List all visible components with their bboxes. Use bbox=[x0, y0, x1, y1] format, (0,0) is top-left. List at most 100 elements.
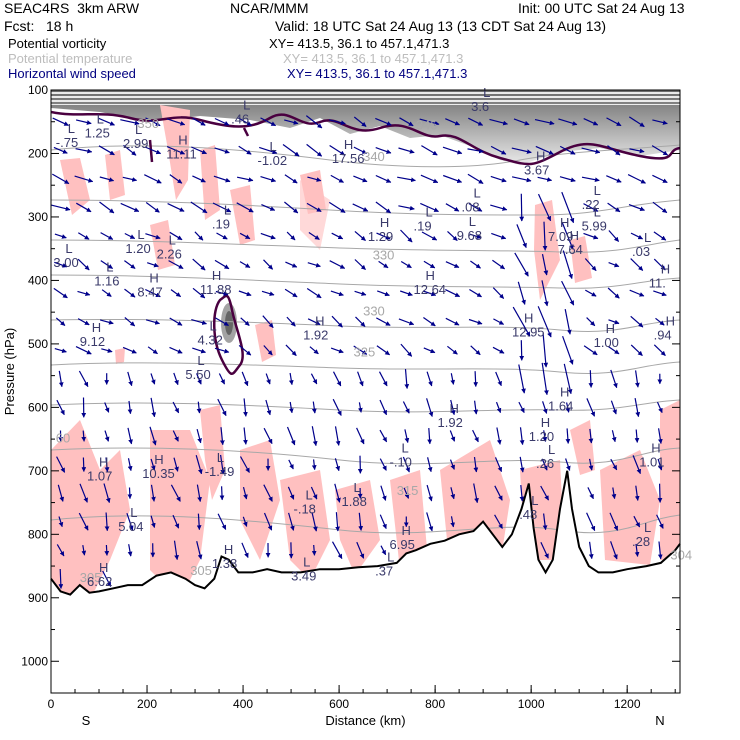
wind-arrow bbox=[400, 260, 412, 269]
forecast-hour: Fcst: 18 h bbox=[4, 18, 74, 34]
wind-arrow bbox=[420, 174, 439, 184]
wind-arrow bbox=[561, 222, 574, 250]
wind-arrow bbox=[127, 487, 133, 500]
wind-arrow bbox=[104, 457, 110, 473]
wind-arrow bbox=[353, 146, 367, 155]
wind-arrow bbox=[54, 348, 67, 354]
wind-arrow bbox=[402, 456, 410, 473]
extremum-type: L bbox=[387, 550, 394, 565]
wind-arrow bbox=[57, 484, 65, 502]
extremum-value: .94 bbox=[654, 328, 672, 343]
wind-arrow bbox=[445, 261, 460, 268]
wind-arrow bbox=[586, 398, 596, 417]
wind-arrow bbox=[196, 373, 202, 385]
init-time: Init: 00 UTC Sat 24 Aug 13 bbox=[518, 0, 685, 16]
wind-arrow bbox=[242, 516, 248, 527]
wind-arrow bbox=[192, 117, 206, 126]
extremum-type: L bbox=[217, 450, 224, 465]
wind-arrow bbox=[196, 541, 203, 560]
wind-arrow bbox=[403, 487, 410, 499]
wind-arrow bbox=[240, 317, 250, 326]
wind-arrow bbox=[145, 319, 160, 325]
wind-arrow bbox=[306, 287, 322, 299]
wind-arrow bbox=[634, 485, 640, 501]
wind-arrow bbox=[166, 118, 186, 126]
wind-arrow bbox=[656, 514, 664, 529]
extremum-type: H bbox=[536, 149, 545, 164]
terrain-fill bbox=[51, 470, 680, 693]
wind-arrow bbox=[261, 290, 275, 296]
wind-arrow bbox=[104, 430, 110, 442]
wind-arrow bbox=[354, 290, 367, 296]
wind-arrow bbox=[537, 176, 553, 182]
theta-label: 60 bbox=[56, 430, 70, 445]
wind-arrow bbox=[490, 204, 508, 211]
wind-arrow bbox=[606, 175, 622, 183]
wind-arrow bbox=[288, 372, 294, 386]
wind-arrow bbox=[168, 260, 184, 270]
pv-high-shading bbox=[51, 90, 680, 343]
wind-arrow bbox=[473, 483, 479, 504]
extremum-value: 1.07 bbox=[87, 469, 112, 484]
wind-arrow bbox=[215, 290, 229, 296]
extremum-type: H bbox=[402, 523, 411, 538]
extremum-value: 5.04 bbox=[118, 519, 143, 534]
y-tick-label: 1000 bbox=[21, 654, 48, 668]
extremum-value: 8.47 bbox=[137, 284, 162, 299]
wind-arrow bbox=[331, 315, 343, 328]
extremum-value: 10.35 bbox=[142, 466, 175, 481]
wind-arrow bbox=[423, 260, 436, 269]
wind-arrow bbox=[75, 119, 92, 125]
wind-arrow bbox=[652, 201, 668, 214]
wind-arrow bbox=[215, 317, 229, 327]
wind-arrow bbox=[632, 455, 642, 475]
wind-arrow bbox=[494, 457, 503, 473]
wind-arrow bbox=[358, 402, 363, 413]
legend-pv-label: Potential vorticity bbox=[8, 36, 107, 51]
wind-arrow bbox=[286, 231, 296, 241]
wind-arrow bbox=[74, 175, 94, 183]
wind-arrow bbox=[565, 402, 571, 413]
wind-arrow bbox=[610, 458, 618, 471]
extremum-type: L bbox=[169, 232, 176, 247]
wind-arrow bbox=[265, 373, 271, 385]
extremum-value: .46 bbox=[231, 112, 249, 127]
wind-arrow bbox=[634, 397, 641, 418]
wind-arrow bbox=[561, 191, 575, 224]
wind-arrow bbox=[634, 429, 640, 443]
wind-arrow bbox=[145, 233, 161, 240]
wind-arrow bbox=[514, 252, 529, 277]
extremum-type: L bbox=[68, 121, 75, 136]
wind-arrow bbox=[124, 288, 136, 298]
wind-arrow bbox=[169, 317, 183, 326]
wind-arrow bbox=[104, 512, 110, 532]
wind-arrow bbox=[310, 373, 318, 385]
extremum-value: 3.00 bbox=[53, 255, 78, 270]
wind-arrow bbox=[358, 512, 364, 531]
wind-arrow bbox=[75, 202, 92, 213]
wind-arrow bbox=[196, 401, 202, 414]
wind-arrow bbox=[77, 290, 91, 297]
extremum-value: 9.12 bbox=[80, 334, 105, 349]
wind-vectors bbox=[51, 115, 669, 589]
extremum-type: H bbox=[651, 441, 660, 456]
wind-arrow bbox=[542, 430, 548, 442]
wind-arrow bbox=[328, 201, 346, 214]
wind-arrow bbox=[562, 250, 573, 280]
wind-arrow bbox=[169, 231, 183, 241]
extremum-type: L bbox=[644, 230, 651, 245]
wind-arrow bbox=[628, 116, 645, 128]
extremum-value: 7.09 bbox=[548, 229, 573, 244]
wind-arrow bbox=[610, 541, 618, 560]
wind-arrow bbox=[262, 315, 274, 328]
extremum-value: .19 bbox=[212, 217, 230, 232]
wind-arrow bbox=[355, 316, 366, 327]
extremum-type: H bbox=[560, 385, 569, 400]
wind-arrow bbox=[629, 148, 645, 154]
extremum-value: 2.99 bbox=[123, 136, 148, 151]
wind-arrow bbox=[511, 147, 532, 154]
wind-arrow bbox=[81, 545, 87, 556]
wind-arrow bbox=[427, 428, 432, 445]
wind-arrow bbox=[378, 371, 388, 387]
